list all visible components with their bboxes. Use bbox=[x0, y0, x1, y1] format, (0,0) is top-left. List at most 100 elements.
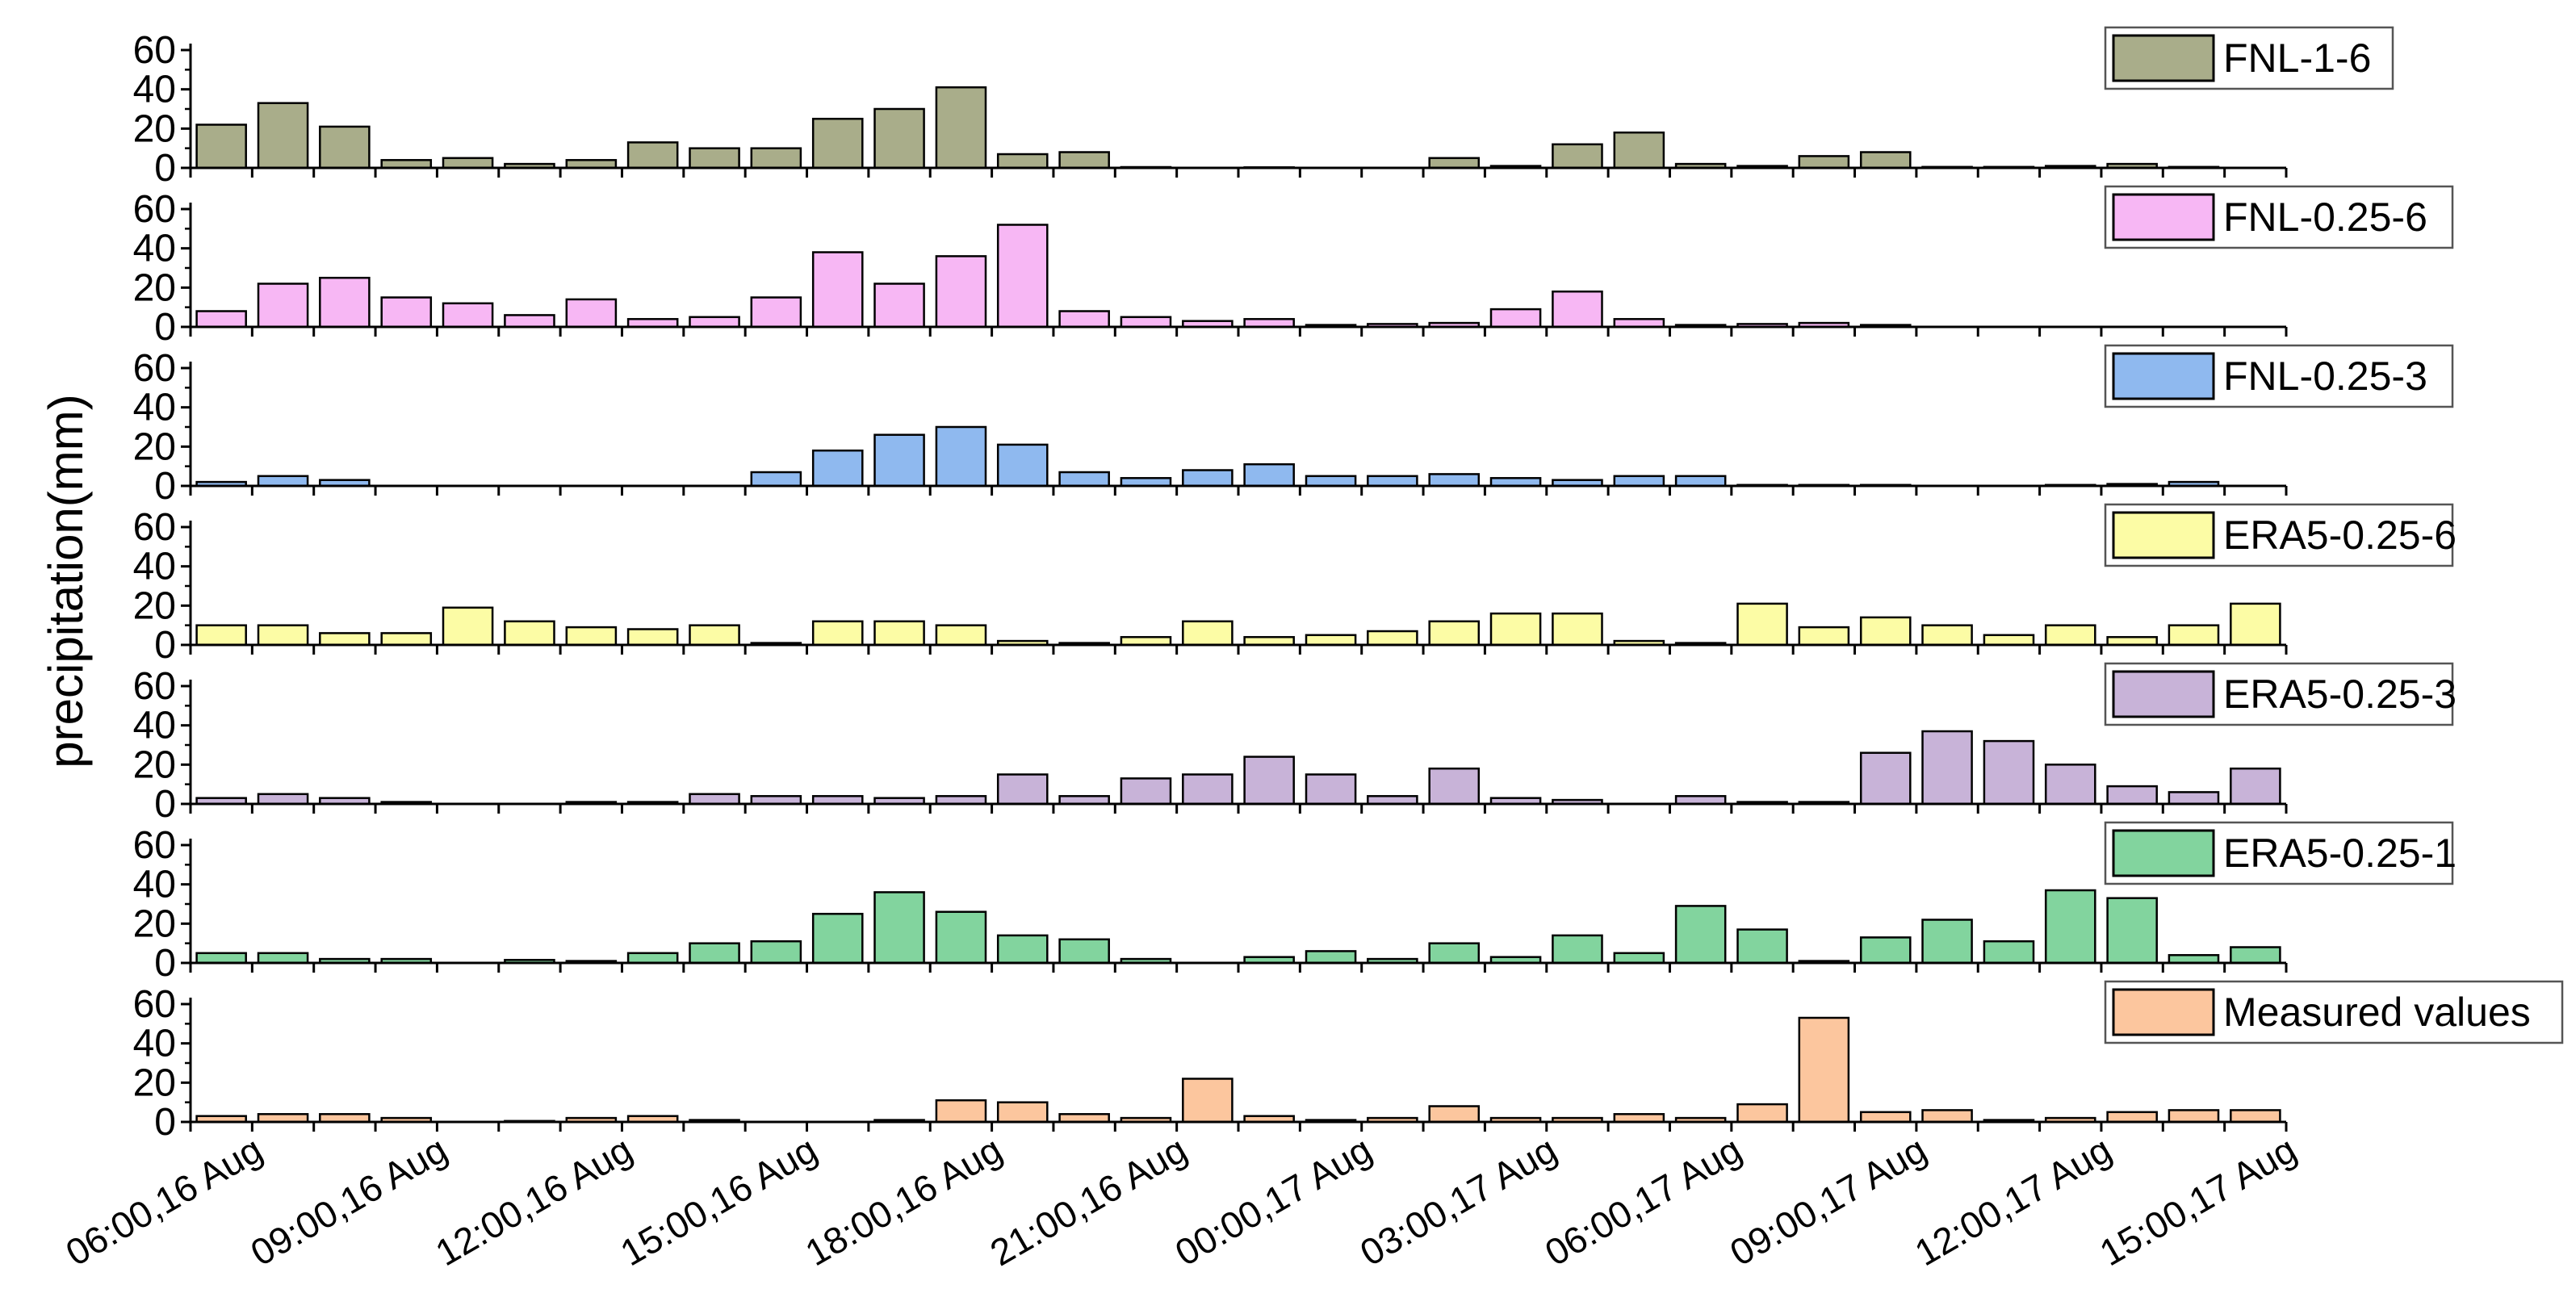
legend-label-5: ERA5-0.25-1 bbox=[2223, 831, 2457, 876]
bar-0-0 bbox=[195, 123, 247, 170]
y-tick-label-0-2: 40 bbox=[133, 69, 176, 111]
bar-6-31 bbox=[2106, 1111, 2158, 1124]
bar-2-13 bbox=[996, 443, 1049, 488]
bar-6-20 bbox=[1428, 1105, 1481, 1124]
y-tick-label-4-0: 0 bbox=[154, 783, 176, 826]
bar-0-22 bbox=[1552, 143, 1603, 170]
y-tick-label-6-2: 40 bbox=[133, 1023, 176, 1065]
bar-2-23 bbox=[1613, 475, 1665, 488]
bar-1-13 bbox=[996, 224, 1049, 329]
y-tick-label-5-0: 0 bbox=[154, 942, 176, 985]
bar-4-29 bbox=[1983, 739, 2035, 806]
y-tick-label-0-0: 0 bbox=[154, 147, 176, 190]
legend-label-6: Measured values bbox=[2223, 990, 2531, 1035]
bar-5-29 bbox=[1983, 940, 2035, 965]
bar-6-32 bbox=[2168, 1109, 2220, 1124]
legend-4: ERA5-0.25-3 bbox=[2104, 662, 2457, 726]
bar-0-7 bbox=[626, 141, 679, 170]
bar-1-5 bbox=[504, 314, 555, 329]
bar-3-5 bbox=[504, 620, 555, 647]
bar-6-28 bbox=[1921, 1109, 1973, 1124]
y-tick-label-2-1: 20 bbox=[133, 425, 176, 468]
x-tick-label-10: 12:00,17 Aug bbox=[1908, 1128, 2118, 1274]
legend-label-4: ERA5-0.25-3 bbox=[2223, 672, 2457, 717]
bar-6-25 bbox=[1736, 1103, 1788, 1124]
bar-2-12 bbox=[935, 425, 987, 488]
bar-5-7 bbox=[626, 952, 679, 965]
y-tick-label-1-3: 60 bbox=[133, 188, 176, 231]
bar-1-1 bbox=[257, 283, 309, 329]
bar-1-9 bbox=[750, 296, 802, 329]
bar-0-14 bbox=[1058, 151, 1110, 170]
y-tick-label-0-1: 20 bbox=[133, 107, 176, 150]
bar-0-9 bbox=[750, 147, 802, 170]
bar-2-1 bbox=[257, 475, 309, 488]
legend-label-1: FNL-0.25-6 bbox=[2223, 195, 2427, 240]
bar-6-12 bbox=[935, 1099, 987, 1124]
bar-0-1 bbox=[257, 102, 309, 170]
bar-4-20 bbox=[1428, 767, 1481, 806]
bar-4-18 bbox=[1305, 773, 1357, 806]
bar-4-33 bbox=[2230, 767, 2281, 806]
bar-5-13 bbox=[996, 934, 1049, 965]
bar-0-26 bbox=[1798, 155, 1850, 170]
bar-3-7 bbox=[626, 628, 679, 647]
bar-1-2 bbox=[319, 276, 371, 329]
bar-5-33 bbox=[2230, 946, 2281, 965]
y-tick-label-3-2: 40 bbox=[133, 546, 176, 588]
bar-4-28 bbox=[1921, 730, 1973, 806]
legend-2: FNL-0.25-3 bbox=[2104, 344, 2454, 408]
bar-2-24 bbox=[1674, 475, 1727, 488]
bar-5-11 bbox=[873, 891, 925, 965]
bar-5-20 bbox=[1428, 942, 1481, 965]
legend-swatch-2 bbox=[2112, 352, 2215, 400]
y-tick-label-6-3: 60 bbox=[133, 983, 176, 1026]
bar-1-3 bbox=[380, 296, 433, 329]
bar-2-14 bbox=[1058, 471, 1110, 488]
bar-2-11 bbox=[873, 433, 925, 488]
bar-2-20 bbox=[1428, 473, 1481, 488]
legend-label-0: FNL-1-6 bbox=[2223, 36, 2371, 81]
x-tick-label-6: 00:00,17 Aug bbox=[1168, 1128, 1379, 1274]
bar-4-27 bbox=[1859, 751, 1912, 806]
bar-3-4 bbox=[442, 606, 494, 647]
bar-4-32 bbox=[2168, 791, 2220, 806]
bar-0-4 bbox=[442, 157, 494, 170]
bar-0-10 bbox=[811, 117, 864, 170]
y-tick-label-1-1: 20 bbox=[133, 266, 176, 309]
bar-5-27 bbox=[1859, 936, 1912, 965]
bar-5-28 bbox=[1921, 919, 1973, 965]
bar-5-30 bbox=[2044, 889, 2096, 965]
bar-5-18 bbox=[1305, 950, 1357, 965]
bar-3-0 bbox=[195, 624, 247, 647]
bar-3-20 bbox=[1428, 620, 1481, 647]
bar-3-19 bbox=[1367, 630, 1418, 647]
y-tick-label-2-2: 40 bbox=[133, 387, 176, 429]
bar-1-8 bbox=[689, 316, 740, 329]
bar-3-30 bbox=[2044, 624, 2096, 647]
bar-1-21 bbox=[1489, 308, 1542, 329]
bar-5-1 bbox=[257, 952, 309, 965]
bar-0-20 bbox=[1428, 157, 1481, 170]
bar-1-4 bbox=[442, 302, 494, 329]
legend-swatch-3 bbox=[2112, 511, 2215, 559]
bar-0-12 bbox=[935, 86, 987, 170]
bar-3-6 bbox=[565, 626, 618, 647]
y-tick-label-6-0: 0 bbox=[154, 1101, 176, 1144]
legend-5: ERA5-0.25-1 bbox=[2104, 821, 2457, 885]
bar-5-23 bbox=[1613, 952, 1665, 965]
bar-5-25 bbox=[1736, 928, 1788, 965]
legend-3: ERA5-0.25-6 bbox=[2104, 503, 2457, 567]
y-tick-label-5-3: 60 bbox=[133, 824, 176, 867]
bar-3-33 bbox=[2230, 602, 2281, 647]
bar-1-22 bbox=[1552, 290, 1603, 329]
bar-1-12 bbox=[935, 255, 987, 329]
bar-1-11 bbox=[873, 283, 925, 329]
legend-swatch-5 bbox=[2112, 829, 2215, 877]
legend-swatch-0 bbox=[2112, 34, 2215, 82]
x-tick-label-7: 03:00,17 Aug bbox=[1353, 1128, 1564, 1274]
